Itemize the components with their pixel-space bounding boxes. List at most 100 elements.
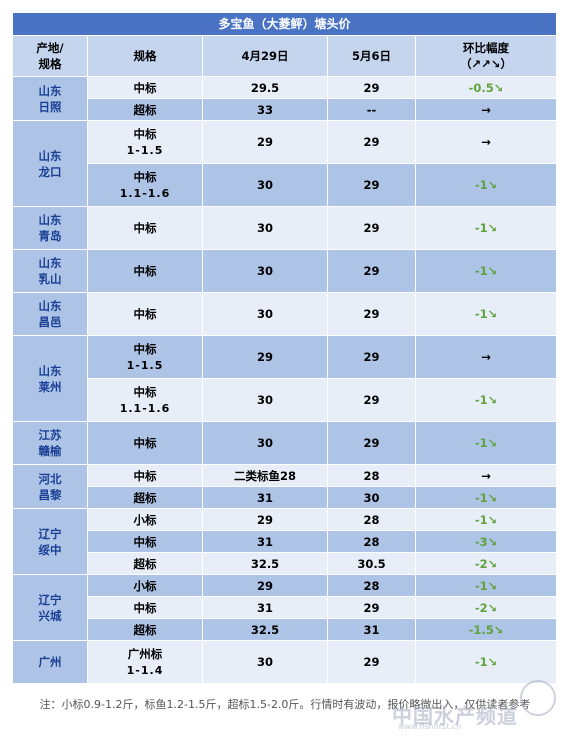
table-row: 中标 31 28 -3↘ bbox=[13, 530, 558, 553]
cell-spec: 中标 1.1-1.6 bbox=[87, 378, 203, 422]
footnote: 注：小标0.9-1.2斤，标鱼1.2-1.5斤，超标1.5-2.0斤。行情时有波… bbox=[39, 698, 531, 711]
cell-spec: 超标 bbox=[87, 98, 203, 121]
cell-place: 山东 龙口 bbox=[12, 120, 88, 207]
table-row: 山东 昌邑 中标 30 29 -1↘ bbox=[12, 292, 558, 336]
cell-price-apr29: 29 bbox=[202, 120, 328, 164]
cell-spec: 中标 bbox=[87, 464, 203, 487]
cell-spec: 中标 bbox=[87, 249, 203, 293]
cell-change: -1↘ bbox=[414, 486, 558, 509]
watermark-url: www.fishfirst.cn bbox=[398, 722, 462, 731]
cell-price-apr29: 29 bbox=[202, 335, 328, 379]
cell-change: -1↘ bbox=[414, 163, 558, 207]
table-row: 山东 日照 中标 29.5 29 -0.5↘ bbox=[12, 76, 558, 121]
cell-price-may6: 29 bbox=[327, 335, 416, 379]
cell-price-may6: 29 bbox=[327, 596, 416, 619]
table-row: 超标 32.5 31 -1.5↘ bbox=[13, 618, 558, 641]
cell-place: 辽宁 兴城 bbox=[12, 574, 88, 641]
cell-price-may6: 29 bbox=[327, 163, 416, 207]
header-place: 产地/规格 bbox=[12, 35, 88, 77]
cell-price-may6: 28 bbox=[327, 530, 416, 553]
cell-spec: 小标 bbox=[87, 574, 203, 597]
cell-change: -1↘ bbox=[414, 640, 558, 684]
cell-price-may6: 29 bbox=[327, 76, 416, 99]
cell-price-may6: 28 bbox=[327, 574, 416, 597]
cell-place: 山东 青岛 bbox=[12, 206, 88, 250]
cell-price-may6: 28 bbox=[327, 464, 416, 487]
table-row: 河北 昌黎 中标 二类标鱼28 28 → bbox=[12, 464, 558, 509]
cell-price-apr29: 29 bbox=[202, 508, 328, 531]
cell-place: 山东 莱州 bbox=[12, 335, 88, 422]
cell-spec: 中标 bbox=[87, 206, 203, 250]
cell-change: -1↘ bbox=[414, 508, 558, 531]
cell-spec: 中标 1-1.5 bbox=[87, 335, 203, 379]
cell-price-apr29: 32.5 bbox=[202, 552, 328, 575]
watermark-globe-icon bbox=[520, 680, 556, 716]
table-row: 超标 31 30 -1↘ bbox=[13, 486, 558, 509]
cell-price-may6: 30 bbox=[327, 486, 416, 509]
cell-spec: 中标 1-1.5 bbox=[87, 120, 203, 164]
cell-change: → bbox=[414, 464, 558, 487]
cell-change: -2↘ bbox=[414, 596, 558, 619]
cell-spec: 中标 1.1-1.6 bbox=[87, 163, 203, 207]
cell-place: 江苏 赣榆 bbox=[12, 421, 88, 465]
cell-spec: 中标 bbox=[87, 530, 203, 553]
header-date2: 5月6日 bbox=[327, 35, 416, 77]
table-title: 多宝鱼（大菱鲆）塘头价 bbox=[11, 12, 558, 36]
cell-price-apr29: 二类标鱼28 bbox=[202, 464, 328, 487]
cell-place: 广州 bbox=[12, 640, 88, 684]
cell-price-may6: 30.5 bbox=[327, 552, 416, 575]
cell-price-apr29: 30 bbox=[202, 421, 328, 465]
table-row: 山东 莱州 中标 1-1.5 29 29 → bbox=[12, 335, 558, 422]
cell-price-apr29: 33 bbox=[202, 98, 328, 121]
cell-spec: 中标 bbox=[87, 76, 203, 99]
cell-price-may6: 29 bbox=[327, 640, 416, 684]
cell-price-may6: 29 bbox=[327, 421, 416, 465]
cell-change: → bbox=[414, 120, 558, 164]
cell-price-may6: 29 bbox=[327, 206, 416, 250]
cell-place: 山东 昌邑 bbox=[12, 292, 88, 336]
table-row: 超标 33 -- → bbox=[13, 98, 558, 121]
cell-price-apr29: 32.5 bbox=[202, 618, 328, 641]
cell-change: -3↘ bbox=[414, 530, 558, 553]
cell-change: -1↘ bbox=[414, 249, 558, 293]
watermark: 中国水产频道 bbox=[392, 704, 518, 728]
cell-spec: 超标 bbox=[87, 486, 203, 509]
cell-price-apr29: 31 bbox=[202, 486, 328, 509]
table-row: 山东 乳山 中标 30 29 -1↘ bbox=[12, 249, 558, 293]
cell-spec: 中标 bbox=[87, 596, 203, 619]
cell-price-apr29: 29 bbox=[202, 574, 328, 597]
cell-spec: 中标 bbox=[87, 421, 203, 465]
cell-price-apr29: 29.5 bbox=[202, 76, 328, 99]
cell-price-may6: 29 bbox=[327, 249, 416, 293]
cell-spec: 广州标 1-1.4 bbox=[87, 640, 203, 684]
cell-change: -2↘ bbox=[414, 552, 558, 575]
cell-price-apr29: 30 bbox=[202, 292, 328, 336]
cell-place: 河北 昌黎 bbox=[12, 464, 88, 509]
cell-change: -1↘ bbox=[414, 574, 558, 597]
cell-price-may6: 29 bbox=[327, 292, 416, 336]
cell-change: -1↘ bbox=[414, 206, 558, 250]
cell-price-apr29: 31 bbox=[202, 596, 328, 619]
cell-price-may6: 31 bbox=[327, 618, 416, 641]
table-row: 山东 青岛 中标 30 29 -1↘ bbox=[12, 206, 558, 250]
header-date1: 4月29日 bbox=[202, 35, 328, 77]
cell-price-apr29: 30 bbox=[202, 640, 328, 684]
cell-change: → bbox=[414, 335, 558, 379]
cell-price-apr29: 30 bbox=[202, 249, 328, 293]
table-row: 山东 龙口 中标 1-1.5 29 29 → bbox=[12, 120, 558, 207]
table-row: 中标 31 29 -2↘ bbox=[13, 596, 558, 619]
table-row: 广州 广州标 1-1.4 30 29 -1↘ bbox=[12, 640, 558, 684]
cell-price-apr29: 31 bbox=[202, 530, 328, 553]
cell-change: -1.5↘ bbox=[414, 618, 558, 641]
table-row: 中标 1.1-1.6 30 29 -1↘ bbox=[13, 163, 558, 207]
cell-place: 山东 乳山 bbox=[12, 249, 88, 293]
cell-spec: 中标 bbox=[87, 292, 203, 336]
cell-price-apr29: 30 bbox=[202, 163, 328, 207]
header-change: 环比幅度 （↗↗↘） bbox=[414, 35, 558, 77]
cell-spec: 小标 bbox=[87, 508, 203, 531]
cell-price-apr29: 30 bbox=[202, 206, 328, 250]
cell-spec: 超标 bbox=[87, 618, 203, 641]
cell-change: -0.5↘ bbox=[414, 76, 558, 99]
cell-price-may6: 28 bbox=[327, 508, 416, 531]
table-row: 辽宁 兴城 小标 29 28 -1↘ bbox=[12, 574, 558, 641]
